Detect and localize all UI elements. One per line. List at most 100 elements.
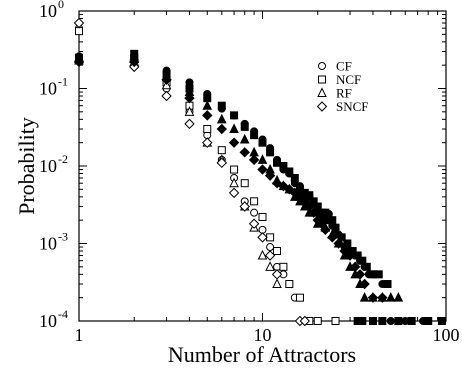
circle-marker	[266, 243, 275, 252]
diamond-marker	[129, 56, 140, 68]
diamond-marker	[349, 261, 361, 273]
square-marker	[266, 148, 275, 157]
triangle-marker	[272, 278, 282, 289]
diamond-marker	[161, 74, 172, 85]
square-marker	[394, 317, 403, 325]
square-marker	[358, 317, 367, 325]
diamond-marker	[354, 269, 366, 280]
circle-marker	[318, 62, 326, 70]
square-marker	[285, 280, 294, 289]
square-marker	[358, 256, 367, 265]
legend-label: SNCF	[336, 99, 369, 114]
square-marker	[250, 197, 259, 206]
y-tick-label-base: 10	[39, 234, 57, 254]
diamond-marker	[367, 292, 379, 303]
diamond-marker	[239, 147, 250, 158]
y-tick-label-exponent: -2	[58, 152, 68, 166]
diamond-marker	[316, 218, 327, 229]
diamond-marker	[73, 17, 85, 29]
legend-label: CF	[336, 59, 352, 74]
square-marker	[230, 111, 239, 120]
diamond-marker	[327, 232, 338, 243]
square-marker	[343, 239, 352, 248]
diamond-marker	[264, 170, 276, 181]
diamond-marker	[257, 232, 268, 243]
diamond-marker	[316, 101, 328, 112]
diamond-marker	[257, 164, 268, 175]
diamond-marker	[333, 238, 344, 249]
triangle-marker	[249, 146, 259, 157]
diamond-marker	[228, 137, 240, 148]
square-marker	[217, 101, 226, 110]
y-tick-label-base: 10	[39, 79, 57, 99]
square-marker	[378, 317, 387, 325]
legend-label: NCF	[336, 72, 361, 87]
square-marker	[313, 317, 322, 325]
diamond-marker	[359, 278, 370, 290]
triangle-marker	[317, 87, 327, 97]
square-marker	[240, 122, 249, 131]
x-tick-label: 1	[75, 325, 84, 345]
square-marker	[285, 167, 294, 176]
triangle-marker	[202, 100, 213, 110]
square-marker	[437, 317, 446, 325]
data-points	[73, 17, 446, 327]
square-marker	[250, 131, 259, 140]
x-tick-label: 10	[254, 325, 272, 345]
legend-label: RF	[336, 86, 352, 101]
square-marker	[368, 317, 377, 325]
triangle-marker	[216, 113, 227, 124]
square-marker	[279, 262, 288, 271]
square-marker	[203, 125, 212, 134]
square-marker	[331, 317, 340, 325]
square-marker	[331, 223, 340, 232]
square-marker	[279, 162, 288, 170]
diamond-marker	[216, 157, 227, 168]
x-axis-title: Number of Attractors	[168, 342, 356, 367]
square-marker	[383, 280, 392, 289]
triangle-marker	[385, 292, 396, 302]
diamond-marker	[184, 92, 195, 104]
square-marker	[258, 138, 267, 147]
square-marker	[258, 212, 267, 221]
square-marker	[305, 191, 314, 200]
triangle-marker	[265, 261, 275, 271]
diamond-marker	[320, 224, 331, 236]
y-tick-label-base: 10	[39, 156, 57, 176]
circle-marker	[386, 317, 395, 325]
square-marker	[240, 179, 249, 188]
diamond-marker	[377, 292, 388, 303]
square-marker	[374, 270, 383, 279]
square-marker	[362, 262, 371, 271]
triangle-marker	[229, 123, 239, 134]
square-marker	[309, 197, 318, 206]
y-tick-label-exponent: -1	[58, 75, 68, 89]
triangle-marker	[257, 154, 268, 164]
y-tick-label-exponent: 0	[58, 0, 64, 11]
diamond-marker	[344, 250, 356, 261]
square-marker	[318, 75, 326, 84]
x-tick-label: 100	[433, 325, 460, 345]
triangle-marker	[359, 292, 370, 302]
square-marker	[424, 317, 433, 325]
square-marker	[321, 208, 330, 217]
square-marker	[230, 165, 239, 174]
square-marker	[328, 216, 337, 225]
diamond-marker	[184, 118, 195, 130]
y-tick-label-base: 10	[39, 1, 57, 21]
diamond-marker	[308, 207, 319, 218]
triangle-marker	[229, 177, 239, 188]
diamond-marker	[161, 90, 172, 102]
diamond-marker	[299, 315, 310, 327]
square-marker	[290, 174, 299, 183]
diamond-marker	[73, 56, 85, 68]
diamond-marker	[248, 218, 260, 229]
y-tick-label-base: 10	[39, 311, 57, 331]
y-tick-label-exponent: -3	[58, 230, 68, 244]
square-marker	[295, 293, 304, 302]
diamond-marker	[239, 201, 250, 212]
diamond-marker	[248, 154, 260, 166]
triangle-marker	[393, 292, 404, 302]
